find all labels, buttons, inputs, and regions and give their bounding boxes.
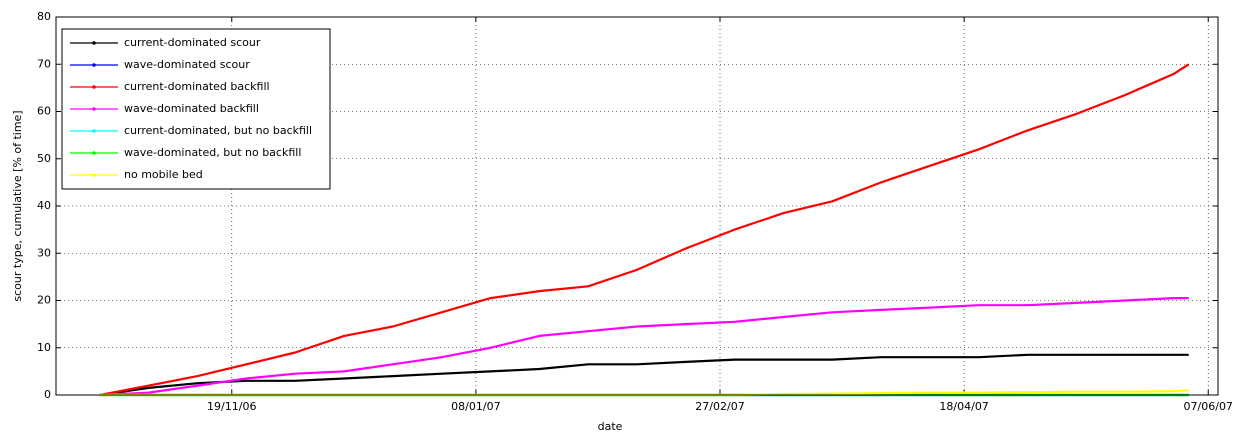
x-tick-label: 08/01/07 xyxy=(451,400,500,413)
x-tick-label: 19/11/06 xyxy=(207,400,256,413)
x-tick-label: 07/06/07 xyxy=(1184,400,1233,413)
legend-marker xyxy=(92,173,96,177)
legend-marker xyxy=(92,151,96,155)
legend-label: wave-dominated scour xyxy=(124,58,250,71)
y-axis-label: scour type, cumulative [% of time] xyxy=(11,110,24,301)
legend-marker xyxy=(92,129,96,133)
y-tick-label: 50 xyxy=(37,152,51,165)
plot-frame xyxy=(55,16,1219,396)
series-line xyxy=(99,353,1189,397)
series-line xyxy=(99,63,1190,397)
legend-marker xyxy=(92,41,96,45)
legend-label: current-dominated, but no backfill xyxy=(124,124,312,137)
x-tick-label: 18/04/07 xyxy=(939,400,988,413)
legend-label: no mobile bed xyxy=(124,168,203,181)
x-axis-label: date xyxy=(598,420,623,433)
legend-label: current-dominated backfill xyxy=(124,80,270,93)
legend-label: current-dominated scour xyxy=(124,36,261,49)
legend-label: wave-dominated backfill xyxy=(124,102,259,115)
x-tick-label: 27/02/07 xyxy=(695,400,744,413)
y-tick-label: 70 xyxy=(37,57,51,70)
y-tick-label: 60 xyxy=(37,105,51,118)
legend-label: wave-dominated, but no backfill xyxy=(124,146,301,159)
legend-marker xyxy=(92,107,96,111)
legend-marker xyxy=(92,85,96,89)
y-tick-label: 10 xyxy=(37,341,51,354)
y-tick-label: 0 xyxy=(44,388,51,401)
series-line xyxy=(99,297,1189,397)
legend-marker xyxy=(92,63,96,67)
y-tick-label: 20 xyxy=(37,294,51,307)
y-tick-label: 80 xyxy=(37,10,51,23)
y-tick-label: 30 xyxy=(37,246,51,259)
y-tick-label: 40 xyxy=(37,199,51,212)
